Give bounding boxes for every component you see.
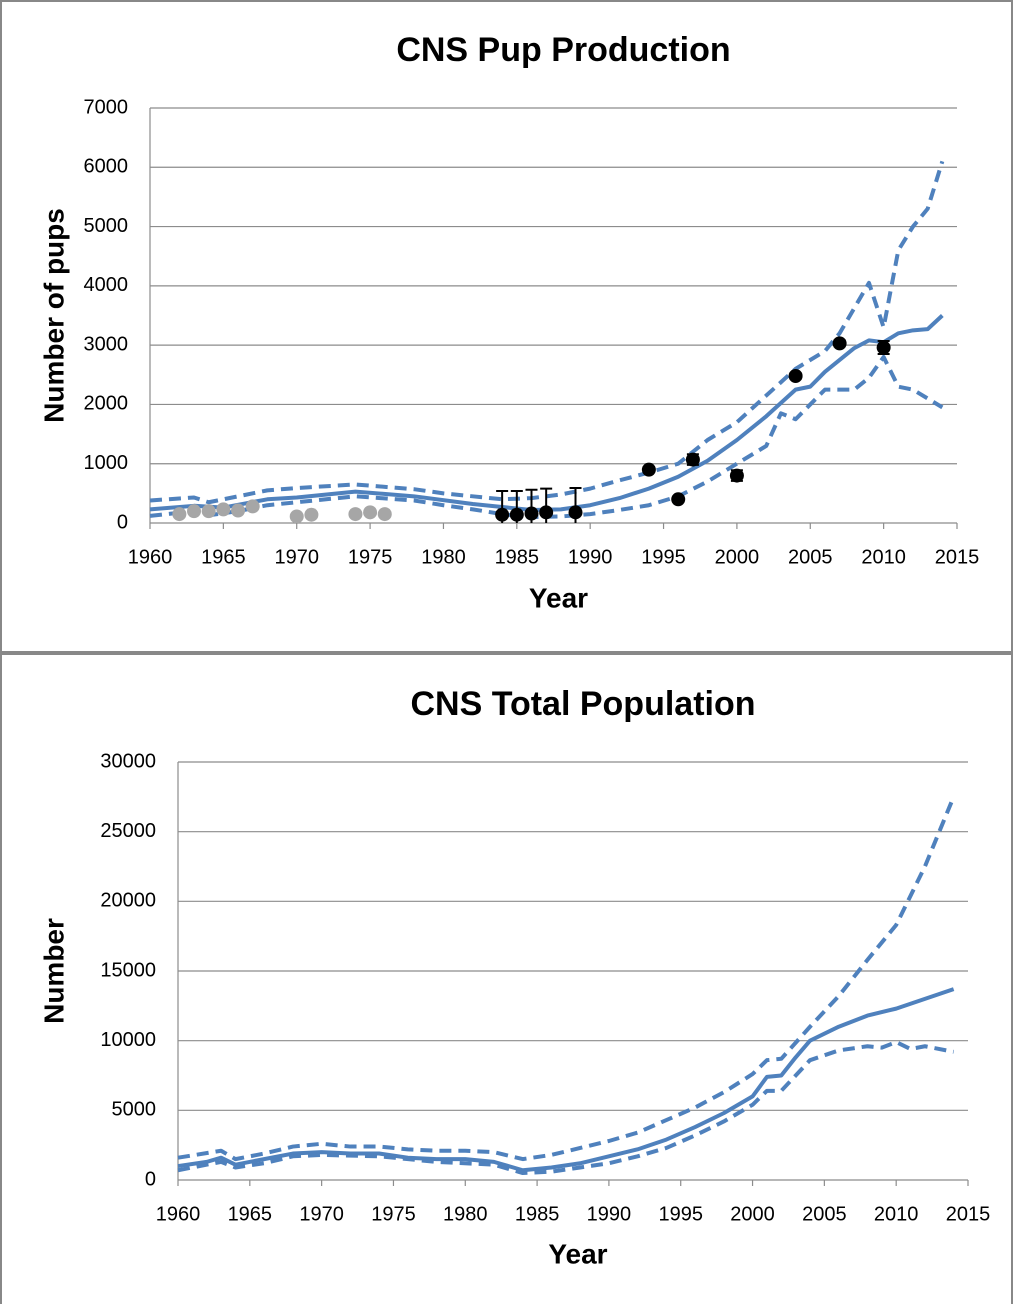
- x-tick-label: 1970: [299, 1203, 344, 1225]
- x-tick-label: 2005: [788, 546, 833, 568]
- y-tick-label: 5000: [112, 1099, 157, 1121]
- data-point: [495, 507, 510, 522]
- chart-title: CNS Total Population: [410, 685, 755, 723]
- y-tick-label: 2000: [84, 393, 129, 415]
- panel-frame: [0, 0, 1013, 653]
- data-point: [187, 504, 202, 519]
- x-tick-label: 2005: [802, 1203, 847, 1225]
- x-tick-label: 2010: [861, 546, 906, 568]
- y-axis-title: Number of pups: [38, 208, 69, 423]
- y-tick-label: 3000: [84, 333, 129, 355]
- x-tick-label: 1980: [421, 546, 466, 568]
- data-point: [172, 507, 187, 522]
- x-tick-label: 1990: [568, 546, 613, 568]
- median-line: [177, 987, 955, 1173]
- x-tick-label: 1985: [495, 546, 540, 568]
- y-tick-label: 20000: [100, 890, 156, 912]
- bound-line: [177, 1040, 955, 1176]
- bound-line: [149, 355, 944, 520]
- data-point: [377, 507, 392, 522]
- data-point: [788, 368, 803, 383]
- x-tick-label: 1975: [371, 1203, 416, 1225]
- x-tick-label: 2000: [730, 1203, 775, 1225]
- y-tick-label: 0: [145, 1168, 156, 1190]
- x-tick-label: 1960: [156, 1203, 201, 1225]
- x-tick-label: 1975: [348, 546, 393, 568]
- x-tick-label: 1960: [128, 546, 173, 568]
- data-point: [539, 505, 554, 520]
- x-tick-label: 1970: [274, 546, 319, 568]
- bound-line: [177, 796, 956, 1162]
- data-point: [348, 507, 363, 522]
- data-point: [671, 492, 686, 507]
- y-tick-label: 5000: [84, 215, 129, 237]
- x-tick-label: 1965: [201, 546, 246, 568]
- x-tick-label: 1980: [443, 1203, 488, 1225]
- y-tick-label: 1000: [84, 452, 129, 474]
- bound-line: [149, 160, 945, 505]
- x-tick-label: 2015: [935, 546, 980, 568]
- y-axis-title: Number: [38, 918, 69, 1024]
- data-point: [641, 462, 656, 477]
- plot-layer: [149, 160, 945, 523]
- data-point: [568, 505, 583, 520]
- median-line: [149, 314, 944, 512]
- x-tick-label: 2010: [874, 1203, 919, 1225]
- y-tick-label: 0: [117, 511, 128, 533]
- x-axis-title: Year: [529, 582, 588, 613]
- data-point: [201, 504, 216, 519]
- data-point: [289, 509, 304, 523]
- data-point: [729, 468, 744, 483]
- y-tick-label: 10000: [100, 1029, 156, 1051]
- data-point: [231, 503, 246, 518]
- x-tick-label: 2000: [715, 546, 760, 568]
- x-tick-label: 2015: [946, 1203, 991, 1225]
- x-tick-label: 1995: [658, 1203, 703, 1225]
- y-tick-label: 25000: [100, 820, 156, 842]
- data-point: [216, 502, 231, 517]
- data-point: [363, 505, 378, 520]
- data-point: [245, 499, 260, 514]
- data-point: [524, 506, 539, 521]
- chart-title: CNS Pup Production: [396, 31, 730, 69]
- x-axis-title: Year: [548, 1238, 607, 1269]
- y-tick-label: 30000: [100, 750, 156, 772]
- y-tick-label: 15000: [100, 959, 156, 981]
- data-point: [304, 507, 319, 522]
- data-point: [832, 336, 847, 351]
- x-tick-label: 1985: [515, 1203, 560, 1225]
- y-tick-label: 6000: [84, 156, 129, 178]
- plot-layer: [177, 796, 956, 1176]
- x-tick-label: 1995: [641, 546, 686, 568]
- x-tick-label: 1990: [587, 1203, 632, 1225]
- data-point: [685, 452, 700, 467]
- x-tick-label: 1965: [228, 1203, 273, 1225]
- y-tick-label: 4000: [84, 274, 129, 296]
- data-point: [876, 340, 891, 355]
- data-point: [509, 507, 524, 522]
- y-tick-label: 7000: [84, 96, 129, 118]
